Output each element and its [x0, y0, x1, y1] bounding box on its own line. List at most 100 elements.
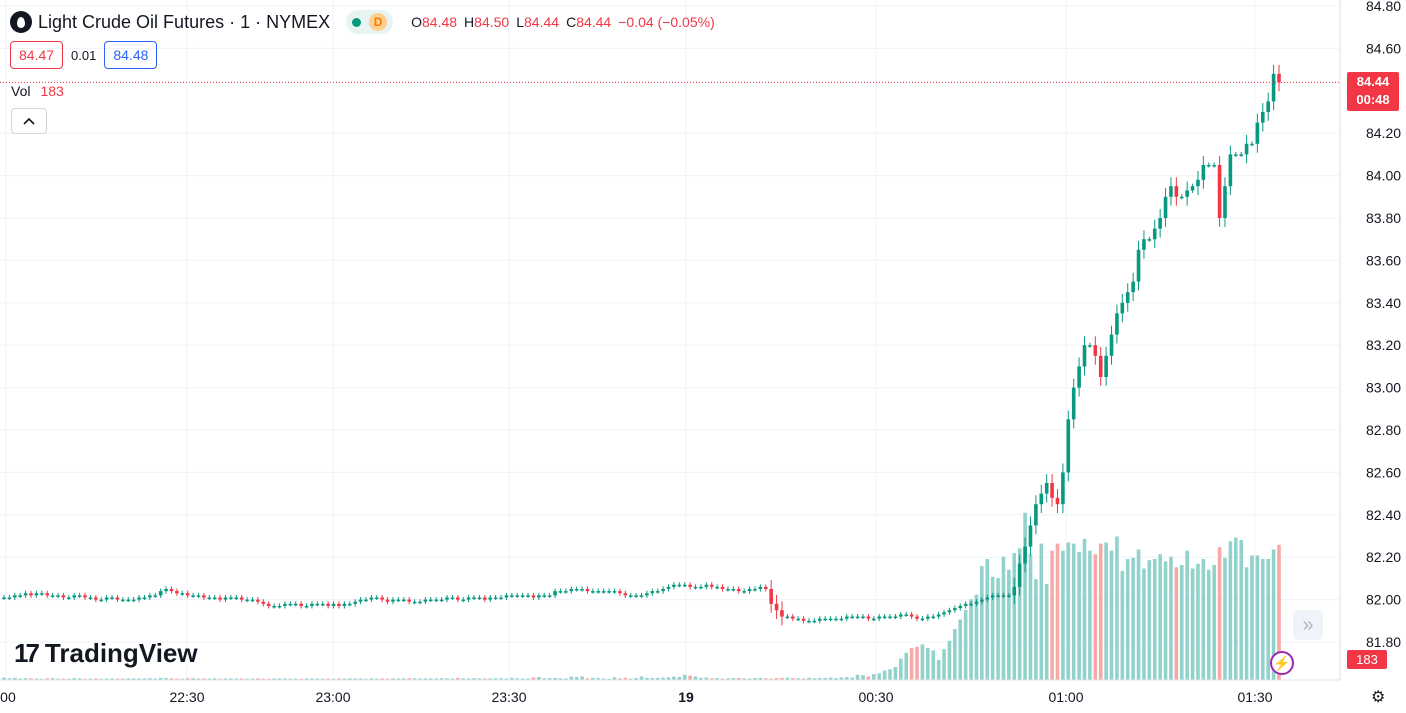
candle-body: [1115, 313, 1119, 335]
market-status[interactable]: D: [346, 10, 394, 34]
volume-bar: [7, 678, 12, 680]
candle-body: [790, 616, 795, 619]
lightning-icon[interactable]: ⚡: [1270, 651, 1294, 675]
candle: [1104, 346, 1108, 386]
volume-bar: [239, 678, 244, 680]
volume-bar: [866, 676, 871, 680]
volume-bar: [153, 678, 158, 680]
candle: [202, 592, 206, 601]
candle: [67, 594, 71, 601]
candle: [812, 618, 817, 624]
candle: [774, 594, 779, 620]
candle-body: [510, 595, 514, 597]
candle: [256, 597, 260, 605]
candle: [699, 584, 703, 590]
time-axis[interactable]: :00 22:30 23:00 23:30 19 00:30 01:00 01:30: [0, 679, 1340, 705]
candle: [796, 616, 800, 622]
volume-bar: [104, 678, 109, 680]
settings-gear-icon[interactable]: ⚙: [1371, 689, 1386, 706]
volume-bar: [266, 678, 271, 680]
tradingview-logo[interactable]: 17 TradingView: [14, 638, 198, 669]
candle-body: [67, 597, 71, 599]
candle-body: [407, 599, 411, 602]
candle-body: [234, 597, 239, 599]
buy-button[interactable]: 84.48: [104, 41, 158, 69]
volume-bar: [13, 677, 17, 680]
symbol-legend[interactable]: Light Crude Oil Futures · 1 · NYMEX D O8…: [10, 8, 715, 36]
volume-bar: [942, 649, 946, 680]
volume-bar: [618, 678, 622, 680]
candle-body: [61, 595, 66, 598]
candle: [1255, 113, 1260, 153]
high-label: H: [464, 14, 475, 30]
volume-bar: [542, 678, 547, 680]
volume-bar: [401, 678, 406, 680]
volume-bar: [207, 678, 212, 680]
candle-body: [83, 595, 87, 598]
candle: [40, 590, 44, 596]
candle-body: [1190, 186, 1195, 191]
volume-bar: [1152, 559, 1157, 680]
candle-body: [817, 618, 822, 621]
candle: [844, 614, 849, 622]
price-tick-label: 82.00: [1366, 592, 1401, 608]
volume-bar: [412, 678, 417, 680]
candle: [510, 592, 514, 598]
volume-bar: [347, 678, 352, 680]
volume-bar: [1044, 583, 1049, 680]
candle: [1007, 592, 1011, 598]
volume-legend[interactable]: Vol 183: [11, 83, 64, 99]
price-axis[interactable]: 84.80 84.60 84.20 84.00 83.80 83.60 83.40 83.20…: [1339, 0, 1406, 713]
candle-body: [272, 605, 276, 608]
candle: [1244, 134, 1249, 164]
volume-bar: [180, 678, 185, 680]
sell-button[interactable]: 84.47: [10, 41, 64, 69]
volume-bar: [699, 677, 703, 680]
candle: [456, 594, 460, 603]
candle-body: [13, 595, 17, 598]
scroll-to-realtime-button[interactable]: »: [1293, 610, 1323, 640]
volume-bar: [396, 678, 401, 680]
volume-bar: [537, 677, 541, 680]
candle-body: [56, 595, 60, 597]
candle-body: [953, 608, 957, 611]
candle: [493, 594, 498, 601]
candle-body: [374, 597, 379, 599]
price-tick-label: 84.80: [1366, 0, 1401, 14]
candle: [412, 599, 417, 605]
candle-body: [250, 599, 255, 602]
volume-bar: [520, 678, 525, 680]
candle-body: [990, 595, 995, 598]
candle-body: [936, 614, 941, 617]
close-label: C: [566, 14, 577, 30]
candle: [980, 597, 984, 605]
candle: [23, 590, 28, 598]
candle: [50, 592, 55, 598]
volume-bar: [677, 676, 682, 680]
volume-bar: [801, 678, 806, 680]
candle-body: [299, 603, 303, 606]
candle: [850, 614, 854, 620]
collapse-legend-button[interactable]: [11, 108, 47, 134]
price-tick-label: 81.80: [1366, 634, 1401, 650]
volume-bar: [1244, 567, 1249, 680]
volume-bar: [18, 678, 23, 680]
volume-bar: [1125, 559, 1130, 680]
candle-body: [515, 595, 520, 597]
candle-body: [1244, 143, 1249, 155]
symbol-title[interactable]: Light Crude Oil Futures · 1 · NYMEX: [38, 11, 331, 32]
volume-bar: [1039, 543, 1044, 680]
candle: [634, 592, 638, 598]
volume-bar: [736, 677, 741, 680]
candle-body: [899, 614, 903, 617]
candle-body: [1098, 355, 1103, 377]
candle: [1077, 357, 1081, 397]
candle-body: [380, 597, 384, 600]
candle-body: [439, 599, 444, 602]
volume-bar: [807, 677, 811, 680]
candle: [77, 592, 82, 598]
candle-body: [969, 603, 973, 606]
candle: [834, 616, 838, 622]
volume-bar: [99, 678, 104, 680]
